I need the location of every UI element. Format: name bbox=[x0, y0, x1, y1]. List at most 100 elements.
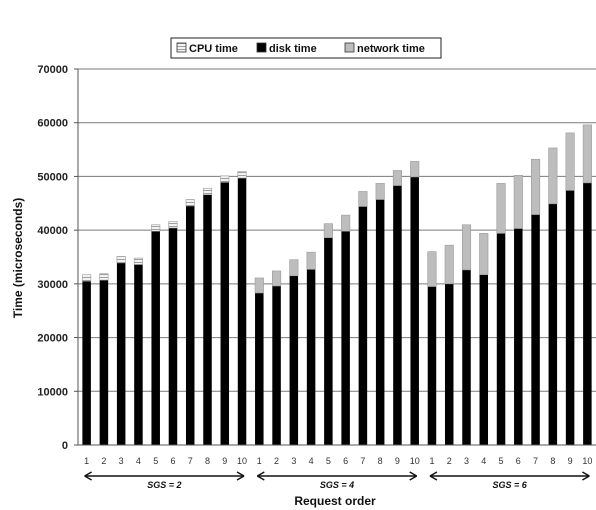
x-tick-label: 4 bbox=[309, 456, 314, 466]
bar-segment-network-time bbox=[582, 124, 592, 184]
bar-segment-disk-time bbox=[220, 182, 230, 445]
x-tick-label: 1 bbox=[257, 456, 262, 466]
x-tick-label: 1 bbox=[84, 456, 89, 466]
bar-segment-disk-time bbox=[82, 281, 91, 445]
bar-segment-disk-time bbox=[410, 176, 419, 446]
bar-segment-network-time bbox=[531, 158, 541, 215]
bar-segment-disk-time bbox=[583, 182, 592, 446]
bar-segment-cpu-time bbox=[202, 187, 213, 195]
y-tick-label: 20000 bbox=[37, 333, 68, 345]
bar-segment-cpu-time bbox=[151, 224, 161, 232]
x-tick-label: 3 bbox=[119, 456, 124, 466]
bar-segment-cpu-time bbox=[116, 256, 126, 264]
x-tick-label: 5 bbox=[499, 456, 504, 466]
bar-segment-disk-time bbox=[168, 227, 178, 445]
bar-segment-disk-time bbox=[151, 231, 160, 445]
legend: CPU time disk time network time bbox=[170, 37, 442, 59]
bar-segment-disk-time bbox=[496, 233, 506, 445]
bar-segment-cpu-time bbox=[168, 221, 178, 229]
bar-segment-disk-time bbox=[272, 286, 281, 445]
bar-segment-disk-time bbox=[116, 262, 126, 445]
y-tick-label: 10000 bbox=[37, 386, 68, 398]
bar-segment-disk-time bbox=[341, 231, 350, 445]
bar-segment-network-time bbox=[513, 175, 523, 229]
x-tick-label: 4 bbox=[481, 456, 486, 466]
legend-swatch bbox=[344, 42, 355, 53]
group-arrow-left-head bbox=[429, 471, 438, 481]
bar-segment-disk-time bbox=[134, 264, 143, 445]
bar-segment-network-time bbox=[410, 161, 420, 178]
y-tick-label: 70000 bbox=[37, 64, 68, 76]
y-tick-label: 40000 bbox=[37, 225, 68, 237]
bar-segment-network-time bbox=[341, 214, 351, 232]
x-tick-label: 10 bbox=[582, 456, 592, 466]
bar-segment-network-time bbox=[392, 170, 402, 186]
y-tick-label: 0 bbox=[62, 440, 68, 452]
bar-segment-network-time bbox=[427, 251, 437, 287]
group-arrow-right-head bbox=[409, 471, 418, 481]
x-tick-label: 7 bbox=[533, 456, 538, 466]
bar-segment-network-time bbox=[272, 270, 282, 287]
x-tick-label: 8 bbox=[550, 456, 555, 466]
bar-segment-network-time bbox=[565, 132, 575, 191]
legend-swatch bbox=[176, 42, 187, 53]
x-tick-label: 3 bbox=[464, 456, 469, 466]
axes: 0 10000 20000 30000 40000 50000 60000 70000 1 2 3 4… bbox=[37, 64, 596, 466]
group-label: SGS = 2 bbox=[147, 480, 181, 490]
x-tick-label: 6 bbox=[516, 456, 521, 466]
bar-segment-disk-time bbox=[185, 205, 195, 445]
bar-segment-disk-time bbox=[531, 214, 540, 445]
bar-segment-disk-time bbox=[565, 190, 575, 445]
x-tick-label: 9 bbox=[395, 456, 400, 466]
group-label: SGS = 6 bbox=[493, 480, 528, 490]
bar-segment-disk-time bbox=[358, 206, 368, 445]
y-tick-label: 30000 bbox=[37, 279, 68, 291]
x-tick-label: 9 bbox=[568, 456, 573, 466]
x-tick-label: 8 bbox=[205, 456, 210, 466]
bars bbox=[82, 124, 592, 446]
bar-segment-network-time bbox=[358, 191, 368, 207]
group-arrow-right-head bbox=[236, 471, 245, 481]
x-tick-label: 2 bbox=[447, 456, 452, 466]
bar-segment-network-time bbox=[496, 183, 506, 234]
group-arrow-right-head bbox=[582, 471, 590, 481]
gridlines bbox=[78, 68, 596, 392]
bar-segment-cpu-time bbox=[185, 199, 195, 207]
bar-segment-disk-time bbox=[375, 199, 385, 445]
x-tick-label: 7 bbox=[360, 456, 365, 466]
bar-segment-disk-time bbox=[324, 237, 333, 445]
x-tick-label: 9 bbox=[222, 456, 227, 466]
x-tick-label: 6 bbox=[343, 456, 348, 466]
bar-segment-disk-time bbox=[99, 280, 109, 445]
group-annotations: SGS = 2 SGS = 4 SGS = 6 bbox=[84, 471, 590, 490]
bar-segment-network-time bbox=[375, 183, 385, 200]
bar-segment-disk-time bbox=[289, 275, 299, 445]
bar-segment-network-time bbox=[444, 244, 454, 285]
bar-segment-network-time bbox=[306, 251, 316, 270]
y-tick-label: 60000 bbox=[37, 118, 68, 130]
bar-segment-cpu-time bbox=[133, 257, 143, 265]
legend-swatch bbox=[256, 42, 267, 53]
x-tick-label: 2 bbox=[274, 456, 279, 466]
bar-segment-network-time bbox=[548, 147, 558, 205]
bar-segment-network-time bbox=[289, 259, 299, 277]
bar-segment-disk-time bbox=[514, 228, 523, 445]
x-tick-label: 10 bbox=[237, 456, 247, 466]
bar-segment-network-time bbox=[254, 277, 264, 294]
x-axis-title: Request order bbox=[294, 494, 376, 508]
x-tick-label: 3 bbox=[291, 456, 296, 466]
group-arrow-left-head bbox=[84, 471, 92, 481]
bar-segment-disk-time bbox=[203, 194, 212, 445]
x-tick-label: 8 bbox=[378, 456, 383, 466]
bar-segment-cpu-time bbox=[82, 274, 92, 282]
x-tick-label: 2 bbox=[101, 456, 106, 466]
x-tick-label: 1 bbox=[429, 456, 434, 466]
bar-segment-network-time bbox=[323, 223, 333, 238]
group-arrow-left-head bbox=[256, 471, 265, 481]
x-tick-label: 6 bbox=[170, 456, 175, 466]
group-label: SGS = 4 bbox=[320, 480, 354, 490]
legend-box bbox=[170, 37, 442, 59]
bar-segment-cpu-time bbox=[220, 175, 230, 183]
